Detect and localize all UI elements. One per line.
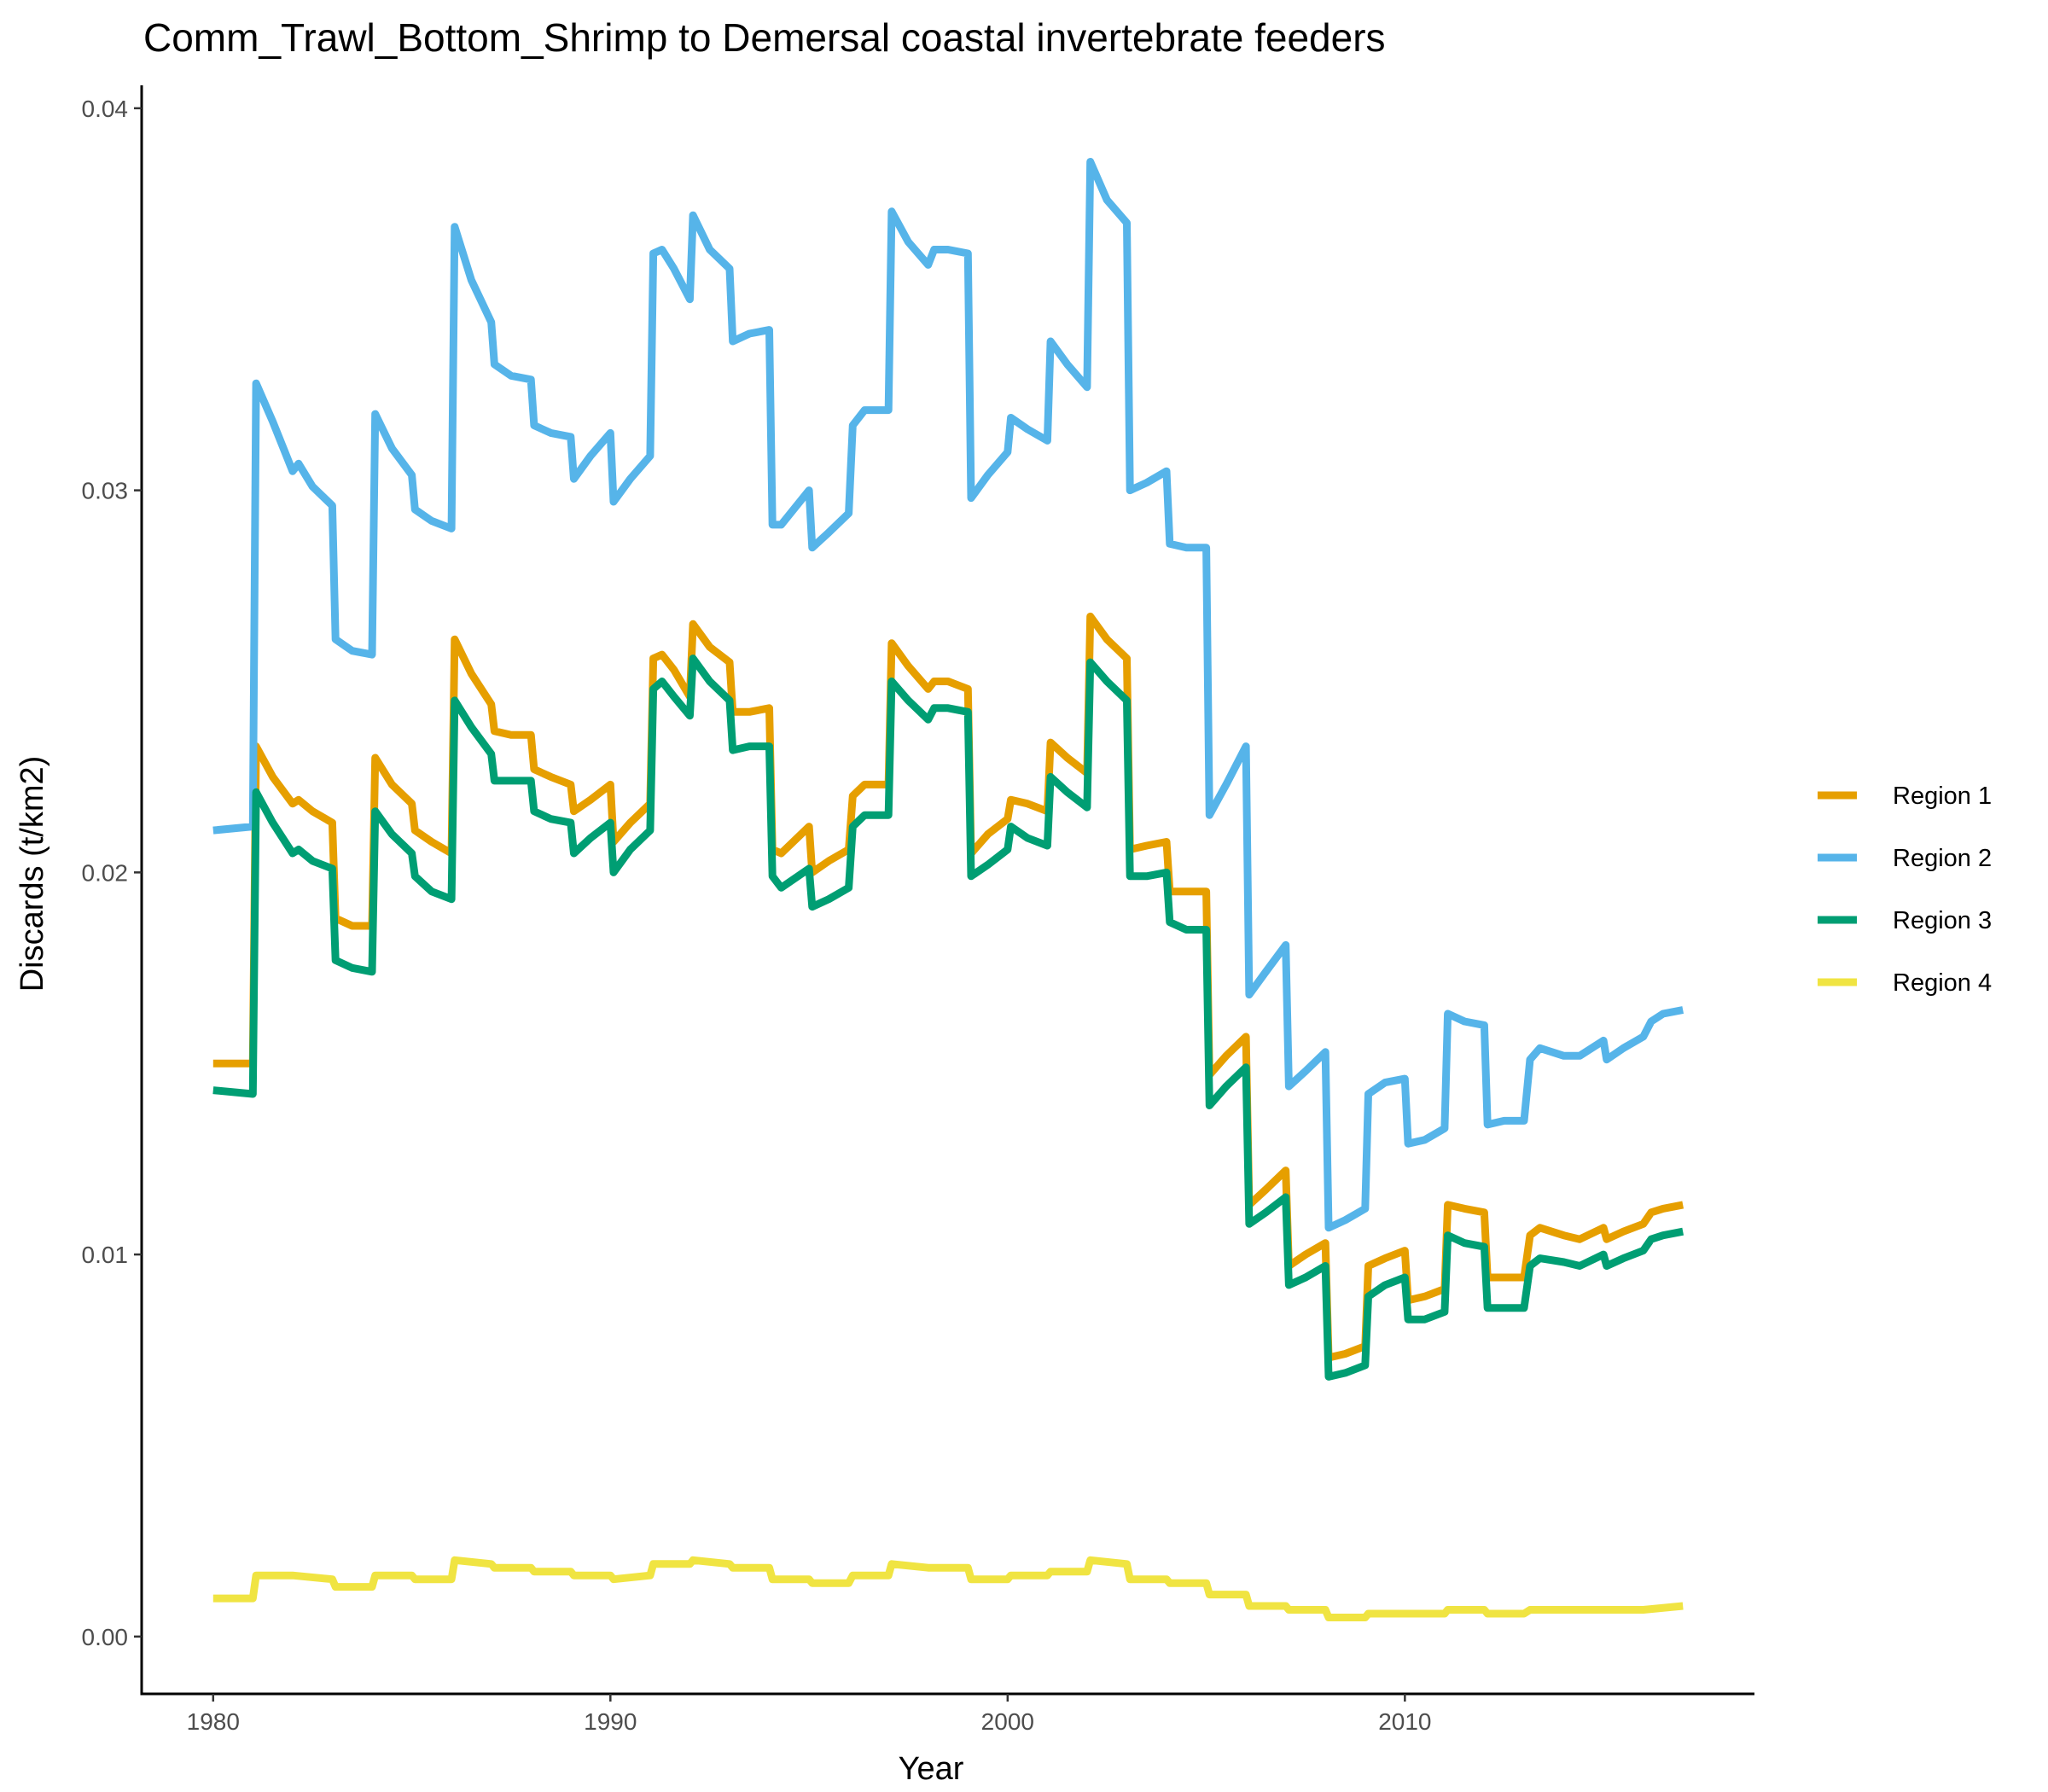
series-line-region-2	[212, 158, 1684, 1232]
legend: Region 1 Region 2 Region 3 Region 4	[1818, 783, 1992, 997]
series-line-region-3	[212, 655, 1684, 1381]
y-tick-label: 0.00	[82, 1624, 129, 1650]
legend-label-region-2: Region 2	[1893, 845, 1992, 872]
legend-label-region-3: Region 3	[1893, 907, 1992, 934]
x-axis-title: Year	[899, 1751, 964, 1787]
legend-label-region-1: Region 1	[1893, 783, 1992, 810]
chart-title: Comm_Trawl_Bottom_Shrimp to Demersal coa…	[143, 15, 1386, 60]
plot-area	[212, 158, 1684, 1621]
y-axis: 0.00 0.01 0.02 0.03 0.04	[82, 96, 142, 1650]
y-tick-label: 0.04	[82, 96, 129, 122]
y-tick-label: 0.01	[82, 1242, 129, 1268]
series-line-region-4	[212, 1556, 1684, 1621]
x-tick-label: 1990	[584, 1708, 637, 1735]
y-tick-label: 0.03	[82, 478, 129, 504]
legend-label-region-4: Region 4	[1893, 969, 1992, 997]
x-tick-label: 1980	[187, 1708, 240, 1735]
x-axis: 1980 1990 2000 2010	[187, 1694, 1431, 1735]
x-tick-label: 2000	[981, 1708, 1034, 1735]
y-tick-label: 0.02	[82, 859, 129, 886]
y-axis-title: Discards (t/km2)	[15, 756, 50, 992]
series-line-region-1	[212, 612, 1684, 1362]
x-tick-label: 2010	[1378, 1708, 1431, 1735]
